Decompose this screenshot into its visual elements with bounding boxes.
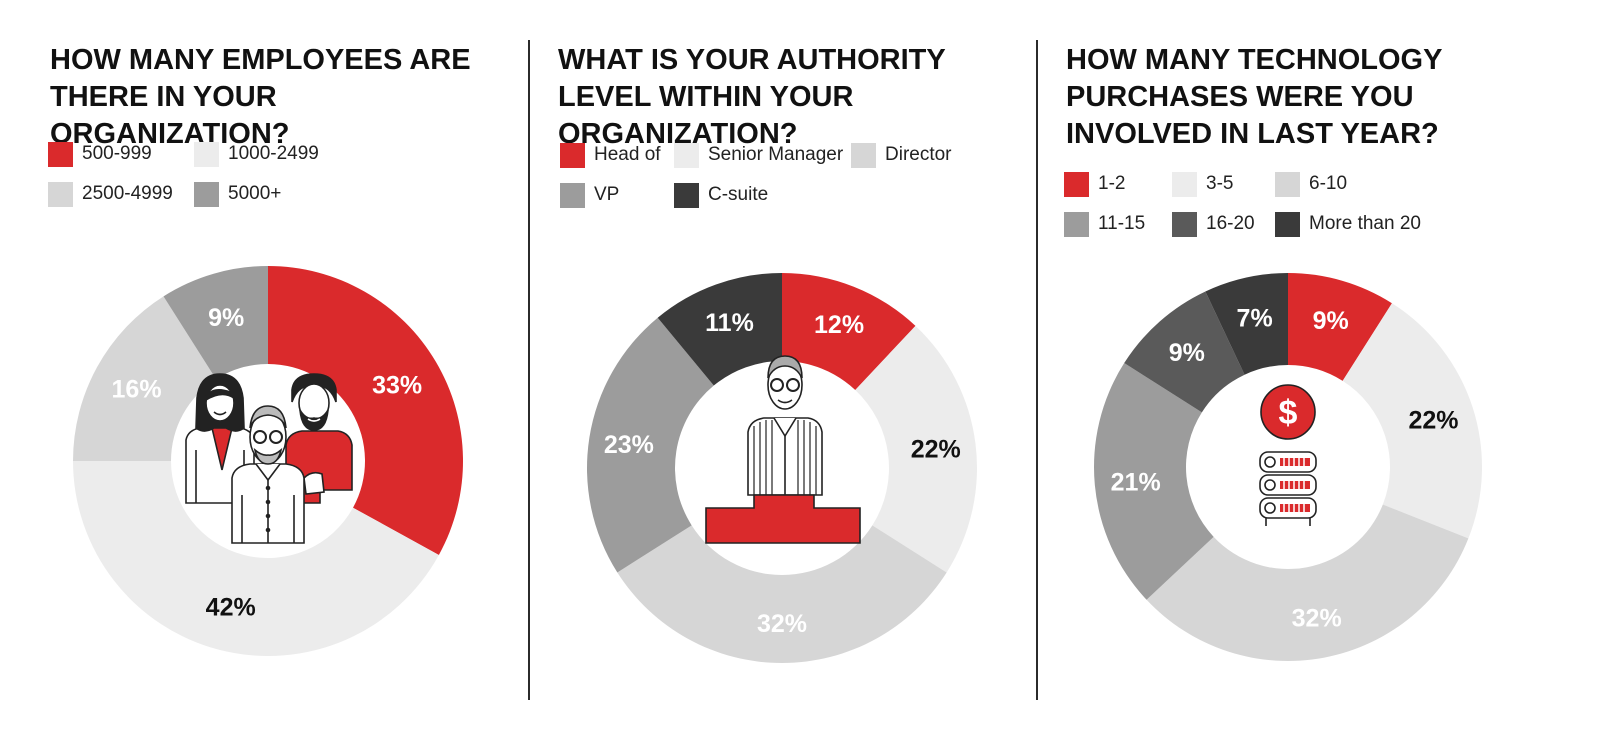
legend-swatch — [560, 182, 585, 208]
legend-swatch — [674, 142, 699, 168]
legend-label: 5000+ — [228, 183, 282, 204]
donut-slice-3 — [1146, 504, 1469, 662]
legend-label: 16-20 — [1206, 213, 1255, 234]
legend-swatch — [1064, 211, 1089, 237]
donut-chart: 12% 22% 32% 23% 11% — [587, 273, 977, 663]
legend-swatch — [48, 141, 73, 167]
legend-item: C-suite — [674, 182, 768, 208]
legend-item: More than 20 — [1275, 211, 1421, 237]
legend-swatch — [1172, 211, 1197, 237]
legend-swatch — [851, 142, 876, 168]
donut-slice-2 — [73, 461, 439, 656]
legend-item: 6-10 — [1275, 171, 1347, 197]
donut-slice-4 — [587, 317, 714, 573]
legend-swatch — [1275, 211, 1300, 237]
legend-item: Senior Manager — [674, 142, 843, 168]
slice-value-label: 9% — [1313, 307, 1349, 335]
legend-swatch — [1064, 171, 1089, 197]
legend-item: 3-5 — [1172, 171, 1233, 197]
legend-item: VP — [560, 182, 619, 208]
slice-value-label: 7% — [1237, 305, 1273, 333]
legend-item: 5000+ — [194, 181, 281, 207]
legend-label: Head of — [594, 144, 661, 165]
slice-value-label: 22% — [1408, 407, 1458, 435]
slice-value-label: 32% — [757, 610, 807, 638]
slice-value-label: 9% — [208, 304, 244, 332]
slice-value-label: 33% — [372, 372, 422, 400]
dollar-server-icon: $ — [1259, 384, 1317, 526]
legend-label: 1-2 — [1098, 173, 1126, 194]
slice-value-label: 42% — [206, 593, 256, 621]
slice-value-label: 32% — [1292, 604, 1342, 632]
slice-value-label: 11% — [705, 309, 754, 337]
legend-swatch — [560, 142, 585, 168]
legend-item: 1-2 — [1064, 171, 1125, 197]
legend-item: 1000-2499 — [194, 141, 319, 167]
legend-swatch — [194, 141, 219, 167]
legend-swatch — [1172, 171, 1197, 197]
legend-label: 11-15 — [1098, 213, 1146, 234]
legend-item: 500-999 — [48, 141, 152, 167]
legend-label: 2500-4999 — [82, 183, 173, 204]
legend-item: 2500-4999 — [48, 181, 173, 207]
legend-swatch — [1275, 171, 1300, 197]
slice-value-label: 22% — [911, 436, 961, 464]
legend-label: 1000-2499 — [228, 143, 319, 164]
legend-swatch — [674, 182, 699, 208]
donut-slice-1 — [268, 266, 463, 555]
legend-label: VP — [594, 184, 620, 205]
legend-label: Senior Manager — [708, 144, 844, 165]
purchases-chart-panel: HOW MANY TECHNOLOGY PURCHASES WERE YOU I… — [1016, 0, 1546, 736]
donut-slice-4 — [163, 266, 268, 380]
authority-chart-panel: WHAT IS YOUR AUTHORITY LEVEL WITHIN YOUR… — [508, 0, 1038, 736]
svg-text:$: $ — [1279, 394, 1298, 432]
slice-value-label: 9% — [1169, 339, 1205, 367]
legend-item: Head of — [560, 142, 661, 168]
donut-slice-5 — [1124, 291, 1245, 413]
employees-chart-panel: HOW MANY EMPLOYEES ARE THERE IN YOUR ORG… — [0, 0, 530, 736]
legend-item: 11-15 — [1064, 211, 1145, 237]
panel-divider — [528, 40, 530, 700]
panel-divider — [1036, 40, 1038, 700]
legend-label: More than 20 — [1309, 213, 1421, 234]
legend-swatch — [48, 181, 73, 207]
man-on-podium-icon — [705, 355, 861, 544]
slice-value-label: 23% — [604, 431, 654, 459]
legend-item: 16-20 — [1172, 211, 1255, 237]
donut-slice-1 — [1288, 273, 1392, 381]
legend-label: Director — [885, 144, 952, 165]
legend-label: 500-999 — [82, 143, 152, 164]
donut-chart: 33% 42% 16% 9% — [73, 266, 463, 656]
donut-slice-2 — [1342, 303, 1482, 539]
donut-slice-3 — [73, 296, 217, 461]
donut-slice-2 — [855, 325, 977, 573]
legend-label: C-suite — [708, 184, 769, 205]
donut-chart: 9% 22% 32% 21% 9% 7% $ — [1094, 273, 1482, 662]
donut-slice-1 — [782, 273, 916, 391]
donut-slice-3 — [617, 525, 947, 663]
legend-swatch — [194, 181, 219, 207]
legend-item: Director — [851, 142, 952, 168]
donut-slice-6 — [1205, 273, 1288, 375]
slice-value-label: 21% — [1111, 468, 1161, 496]
legend-label: 3-5 — [1206, 173, 1234, 194]
donut-slice-4 — [1094, 363, 1214, 600]
people-group-icon — [185, 373, 353, 544]
chart-title: HOW MANY TECHNOLOGY PURCHASES WERE YOU I… — [1066, 44, 1442, 150]
legend-label: 6-10 — [1309, 173, 1348, 194]
slice-value-label: 12% — [814, 311, 864, 339]
chart-title: HOW MANY EMPLOYEES ARE THERE IN YOUR ORG… — [50, 44, 471, 150]
donut-slice-5 — [657, 273, 782, 386]
slice-value-label: 16% — [112, 376, 162, 404]
